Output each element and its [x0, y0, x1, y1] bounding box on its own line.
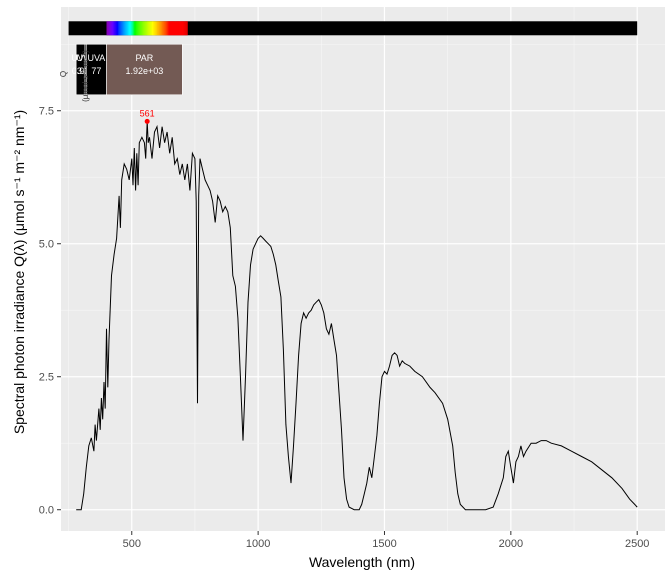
spectrum-bar-segment	[133, 21, 135, 36]
spectrum-bar-segment	[121, 21, 124, 36]
spectrum-bar-segment	[107, 21, 110, 36]
spectrum-series-line	[76, 121, 638, 511]
peak-point	[144, 118, 150, 124]
y-tick-label: 7.5	[39, 106, 54, 118]
y-tick-label: 0.0	[39, 505, 54, 517]
spectrum-bar-segment	[122, 21, 125, 36]
spectrum-bar-segment	[115, 21, 117, 36]
spectrum-bar-segment	[160, 21, 163, 36]
spectrum-bar-segment	[146, 21, 149, 36]
spectrum-bar-segment	[131, 21, 134, 36]
x-tick-label: 1500	[372, 538, 396, 550]
spectrum-bar-segment	[117, 21, 120, 36]
spectrum-bar-segment	[159, 21, 162, 36]
spectrum-bar-segment	[164, 21, 167, 36]
spectrum-bar-segment	[158, 21, 160, 36]
spectrum-bar-segment	[151, 21, 154, 36]
y-axis-ticks: 0.0 2.5 5.0 7.5	[39, 106, 61, 517]
x-tick-label: 1000	[246, 538, 270, 550]
spectrum-bar-segment	[173, 21, 176, 36]
spectrum-bar-segment	[114, 21, 116, 36]
spectrum-bar-segment	[165, 21, 168, 36]
x-tick-label: 500	[123, 538, 141, 550]
spectrum-bar-segment	[177, 21, 179, 36]
spectrum-bar-segment	[136, 21, 139, 36]
spectrum-bar-segment	[153, 21, 155, 36]
spectrum-bar-segment	[179, 21, 182, 36]
spectrum-bar-segment	[140, 21, 143, 36]
spectrum-bar-segment	[119, 21, 121, 36]
spectrum-bar-segment	[139, 21, 142, 36]
x-tick-label: 2500	[625, 538, 649, 550]
spectrum-bar-segment	[135, 21, 138, 36]
spectrum-bar-segment	[145, 21, 148, 36]
spectrum-bar-segment	[150, 21, 153, 36]
band-q-label: Q	[59, 71, 68, 77]
spectrum-bar-segment	[144, 21, 147, 36]
spectrum-bar-segment	[143, 21, 145, 36]
spectrum-bar-segment	[111, 21, 114, 36]
spectrum-bar-segment	[130, 21, 133, 36]
band-value-label: 77	[91, 66, 101, 76]
spectrum-bar-segment	[178, 21, 181, 36]
grid-lines	[61, 7, 665, 531]
spectrum-bar-segment	[183, 21, 186, 36]
spectrum-bar-segment	[167, 21, 169, 36]
spectrum-bar	[68, 21, 638, 36]
spectrum-bar-segment	[184, 21, 187, 36]
spectrum-bar-segment	[127, 21, 130, 36]
peak-marker: 561	[140, 108, 155, 124]
band-name-label: UVA	[87, 53, 105, 63]
spectrum-bar-segment	[129, 21, 131, 36]
spectrum-bar-segment	[125, 21, 128, 36]
spectrum-bar-segment	[186, 21, 188, 36]
band-name-label: UVB	[71, 53, 90, 63]
band-value-label: 1.92e+03	[125, 66, 163, 76]
spectrum-bar-segment	[134, 21, 136, 36]
y-tick-label: 2.5	[39, 372, 54, 384]
spectrum-bar-segment	[172, 21, 174, 36]
x-tick-label: 2000	[499, 538, 523, 550]
spectrum-bar-segment	[154, 21, 157, 36]
band-unit-label: (μmol s⁻¹ m⁻²)	[81, 50, 90, 102]
spectrum-bar-segment	[148, 21, 150, 36]
spectrum-bar-segment	[163, 21, 166, 36]
spectrum-bar-segment	[110, 21, 112, 36]
spectrum-bar-segment	[109, 21, 111, 36]
x-axis-title: Wavelength (nm)	[309, 554, 415, 570]
spectrum-bar-segment	[155, 21, 158, 36]
spectrum-bar-segment	[141, 21, 144, 36]
y-axis-title: Spectral photon irradiance Q(λ) (μmol s⁻…	[11, 110, 27, 434]
spectrum-bar-segment	[124, 21, 126, 36]
band-value-label: 0.94	[72, 66, 90, 76]
peak-label: 561	[140, 108, 155, 118]
spectrum-bar-segment	[169, 21, 172, 36]
spectrum-bar-segment	[120, 21, 123, 36]
band-box	[106, 43, 183, 96]
spectrum-bar-segment	[112, 21, 115, 36]
x-axis-ticks: 500 1000 1500 2000 2500	[123, 531, 649, 550]
band-name-label: PAR	[135, 53, 153, 63]
spectrum-bar-segment	[182, 21, 184, 36]
spectrum-bar-segment	[157, 21, 159, 36]
spectrum-bar-segment	[106, 21, 109, 36]
spectrum-bar-segment	[149, 21, 152, 36]
spectrum-bar-segment	[162, 21, 164, 36]
spectrum-bar-segment	[181, 21, 183, 36]
band-name-label: UVB	[76, 53, 95, 63]
y-tick-label: 5.0	[39, 239, 54, 251]
spectrum-bar-segment	[126, 21, 129, 36]
spectrum-bar-segment	[116, 21, 119, 36]
spectrum-bar-background	[68, 21, 638, 36]
spectrum-bar-segment	[170, 21, 173, 36]
band-boxes: UVB 0.94 UVB 3.94 UVA 77 PAR 1.92e+03	[71, 43, 183, 96]
band-value-label: 3.94	[77, 66, 95, 76]
spectrum-bar-segment	[168, 21, 171, 36]
band-boxes-label: Q (μmol s⁻¹ m⁻²)	[59, 50, 90, 102]
spectrum-bar-segment	[175, 21, 178, 36]
spectrum-bar-segment	[174, 21, 177, 36]
spectrum-bar-segment	[138, 21, 140, 36]
